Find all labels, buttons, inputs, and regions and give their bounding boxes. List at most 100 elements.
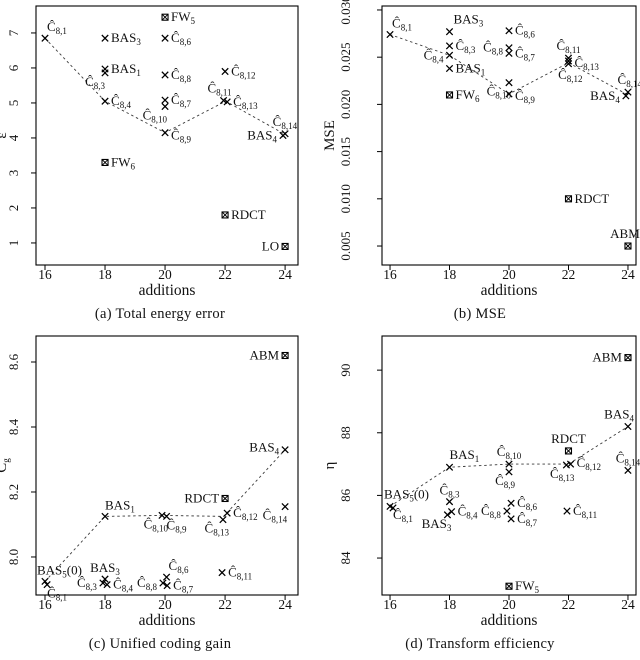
x-tick-label: 22: [218, 597, 232, 612]
point-label: Ĉ8,7: [173, 578, 193, 595]
data-point-cross: [389, 504, 397, 512]
point-label: BAS3: [454, 12, 484, 29]
x-tick-label: 24: [278, 597, 292, 612]
point-label: Ĉ8,9: [515, 88, 535, 105]
point-label: Ĉ8,3: [77, 575, 97, 592]
data-point-cross: [507, 499, 515, 507]
point-label: BAS1: [111, 61, 141, 78]
point-label: Ĉ8,11: [207, 81, 231, 98]
data-point-cross: [281, 446, 289, 454]
data-point-boxed-cross: [281, 242, 289, 250]
point-label: BAS1: [450, 447, 480, 464]
point-label: Ĉ8,3: [85, 74, 105, 91]
x-tick-label: 22: [562, 597, 576, 612]
point-label: Ĉ8,3: [456, 38, 476, 55]
x-tick-label: 24: [621, 267, 635, 282]
point-label: Ĉ8,12: [577, 455, 601, 472]
data-point-cross: [161, 34, 169, 42]
y-tick-label: 90: [338, 364, 353, 377]
y-tick-label: 8.4: [6, 418, 21, 435]
point-label: ABM: [592, 350, 622, 365]
data-point-boxed-cross: [505, 582, 513, 590]
point-label: Ĉ8,11: [573, 503, 597, 520]
y-tick-label: 0.025: [338, 43, 353, 72]
point-label: RDCT: [574, 191, 609, 206]
point-label: BAS5(0): [384, 486, 429, 503]
data-point-cross: [43, 580, 51, 589]
data-point-boxed-cross: [101, 158, 109, 166]
y-tick-label: 5: [6, 100, 21, 107]
point-label: Ĉ8,13: [550, 466, 575, 483]
data-point-cross: [505, 468, 513, 476]
x-tick-label: 20: [158, 267, 172, 282]
point-label: Ĉ8,1: [47, 586, 67, 603]
y-tick-label: 1: [6, 240, 21, 247]
x-tick-label: 20: [158, 597, 172, 612]
point-label: BAS4: [249, 440, 279, 457]
y-tick-label: 4: [6, 134, 21, 141]
data-point-cross: [103, 580, 111, 589]
point-label: FW5: [515, 578, 540, 595]
y-tick-label: 2: [6, 205, 21, 212]
point-label: Ĉ8,8: [171, 67, 191, 84]
y-tick-label: 86: [338, 488, 353, 502]
x-axis-title: additions: [139, 612, 196, 629]
subplot-a: Ĉ8,1 BAS3 FW5 Ĉ8,6 BAS1 Ĉ8,3 Ĉ8,4 Ĉ8,8 Ĉ8,7 Ĉ8,10…: [0, 0, 320, 330]
y-tick-label: 0.010: [338, 184, 353, 213]
data-point-cross: [101, 575, 109, 583]
point-label: Ĉ8,1: [47, 19, 67, 36]
x-tick-label: 24: [621, 597, 635, 612]
point-label: Ĉ8,6: [171, 30, 191, 47]
data-point-cross: [507, 515, 515, 523]
y-axis: 0.005 0.010 0.015 0.020 0.025 0.030 MSE: [322, 0, 382, 261]
point-label: Ĉ8,10: [487, 84, 512, 101]
caption-b: (b) MSE: [453, 306, 507, 322]
point-label: Ĉ8,10: [144, 516, 169, 533]
point-label: Ĉ8,4: [113, 577, 133, 594]
y-tick-label: 6: [6, 64, 21, 71]
x-tick-label: 18: [443, 597, 457, 612]
data-point-boxed-cross: [564, 447, 573, 455]
y-tick-label: 8.2: [6, 484, 21, 500]
data-point-cross: [505, 79, 513, 87]
data-point-boxed-cross: [221, 494, 229, 503]
point-labels: Ĉ8,1 BAS3 FW5 Ĉ8,6 BAS1 Ĉ8,3 Ĉ8,4 Ĉ8,8 Ĉ8,7Ĉ8,10…: [47, 9, 298, 253]
data-point-cross: [564, 54, 573, 62]
x-tick-label: 16: [38, 267, 52, 282]
data-point-cross: [622, 92, 630, 100]
data-points: [41, 351, 289, 590]
point-label: Ĉ8,14: [618, 72, 640, 89]
point-label: Ĉ8,14: [273, 114, 298, 131]
x-tick-label: 16: [383, 267, 397, 282]
y-axis: 8.0 8.2 8.4 8.6 Cg: [0, 353, 36, 565]
data-point-cross: [503, 507, 511, 515]
point-label: Ĉ8,13: [574, 55, 599, 72]
y-tick-label: 8.6: [6, 353, 21, 370]
x-tick-label: 22: [562, 267, 576, 282]
point-label: Ĉ8,8: [137, 575, 157, 592]
x-tick-label: 18: [98, 597, 112, 612]
data-point-cross: [281, 502, 289, 511]
x-axis: 16 18 20 22 24 additions: [383, 265, 635, 299]
y-tick-label: 84: [338, 551, 353, 565]
point-label: Ĉ8,13: [233, 94, 258, 111]
x-axis: 16 18 20 22 24 additions: [38, 595, 292, 629]
caption-c: (c) Unified coding gain: [88, 636, 232, 652]
point-label: Ĉ8,8: [481, 503, 501, 520]
point-label: RDCT: [551, 431, 586, 446]
point-label: Ĉ8,11: [228, 565, 252, 582]
dashed-trend-line: [389, 426, 629, 507]
subplot-d: ABM BAS4 RDCT Ĉ8,12 Ĉ8,13 Ĉ8,14 BAS1 Ĉ8,10 Ĉ8,9 B…: [320, 330, 640, 660]
data-point-cross: [161, 129, 169, 137]
plot-box: [35, 5, 299, 266]
data-point-cross: [505, 44, 513, 52]
caption-d: (d) Transform efficiency: [405, 636, 555, 652]
point-label: Ĉ8,12: [231, 63, 255, 80]
point-label: BAS4: [604, 407, 634, 424]
point-label: Ĉ8,3: [440, 483, 460, 500]
x-axis: 16 18 20 22 24 additions: [383, 595, 635, 629]
data-point-boxed-cross: [624, 354, 632, 362]
